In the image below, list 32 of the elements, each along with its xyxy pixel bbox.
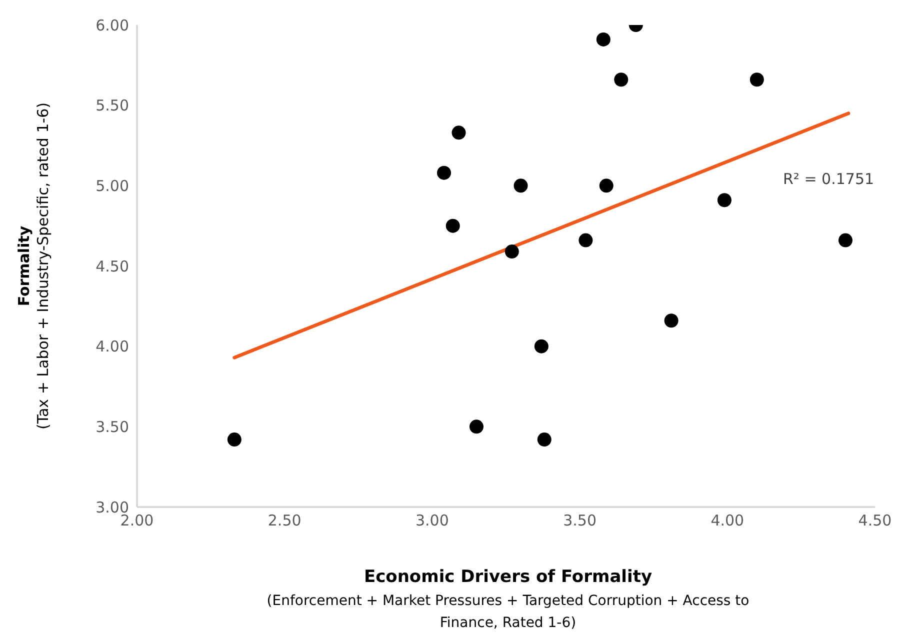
- point: [514, 178, 528, 193]
- point: [537, 432, 552, 447]
- x-tick-label: 3.50: [563, 512, 597, 530]
- point: [452, 126, 466, 140]
- x-tick-label: 2.50: [268, 512, 302, 530]
- y-tick-label: 4.50: [96, 257, 129, 276]
- y-tick-label: 5.00: [96, 176, 129, 195]
- point: [469, 420, 484, 434]
- point: [750, 72, 764, 87]
- x-tick-label: 2.00: [120, 512, 154, 530]
- y-axis-title: Formality (Tax + Labor + Industry-Specific, rated 1-6): [15, 102, 53, 430]
- x-tick-label: 3.00: [415, 512, 449, 530]
- point: [437, 166, 452, 180]
- point: [504, 244, 519, 259]
- point: [534, 339, 548, 354]
- y-tick-label: 4.00: [96, 338, 129, 356]
- y-tick-label: 6.00: [96, 16, 129, 34]
- x-axis-title: Economic Drivers of Formality (Enforcement + Market Pressures + Targeted Corruption + Access to Finance, Rated 1-6): [266, 566, 750, 633]
- point: [446, 218, 460, 233]
- y-tick-label: 5.50: [96, 96, 129, 115]
- point: [614, 72, 628, 87]
- point: [838, 233, 852, 248]
- point: [578, 233, 593, 248]
- x-tick-label: 4.50: [858, 512, 892, 530]
- point: [599, 178, 614, 193]
- point: [596, 32, 610, 46]
- point: [227, 432, 242, 447]
- point: [717, 193, 732, 208]
- x-tick-label: 4.00: [710, 512, 744, 530]
- annotation: R² = 0.1751: [783, 170, 874, 188]
- point: [664, 314, 678, 328]
- y-tick-label: 3.50: [96, 418, 129, 436]
